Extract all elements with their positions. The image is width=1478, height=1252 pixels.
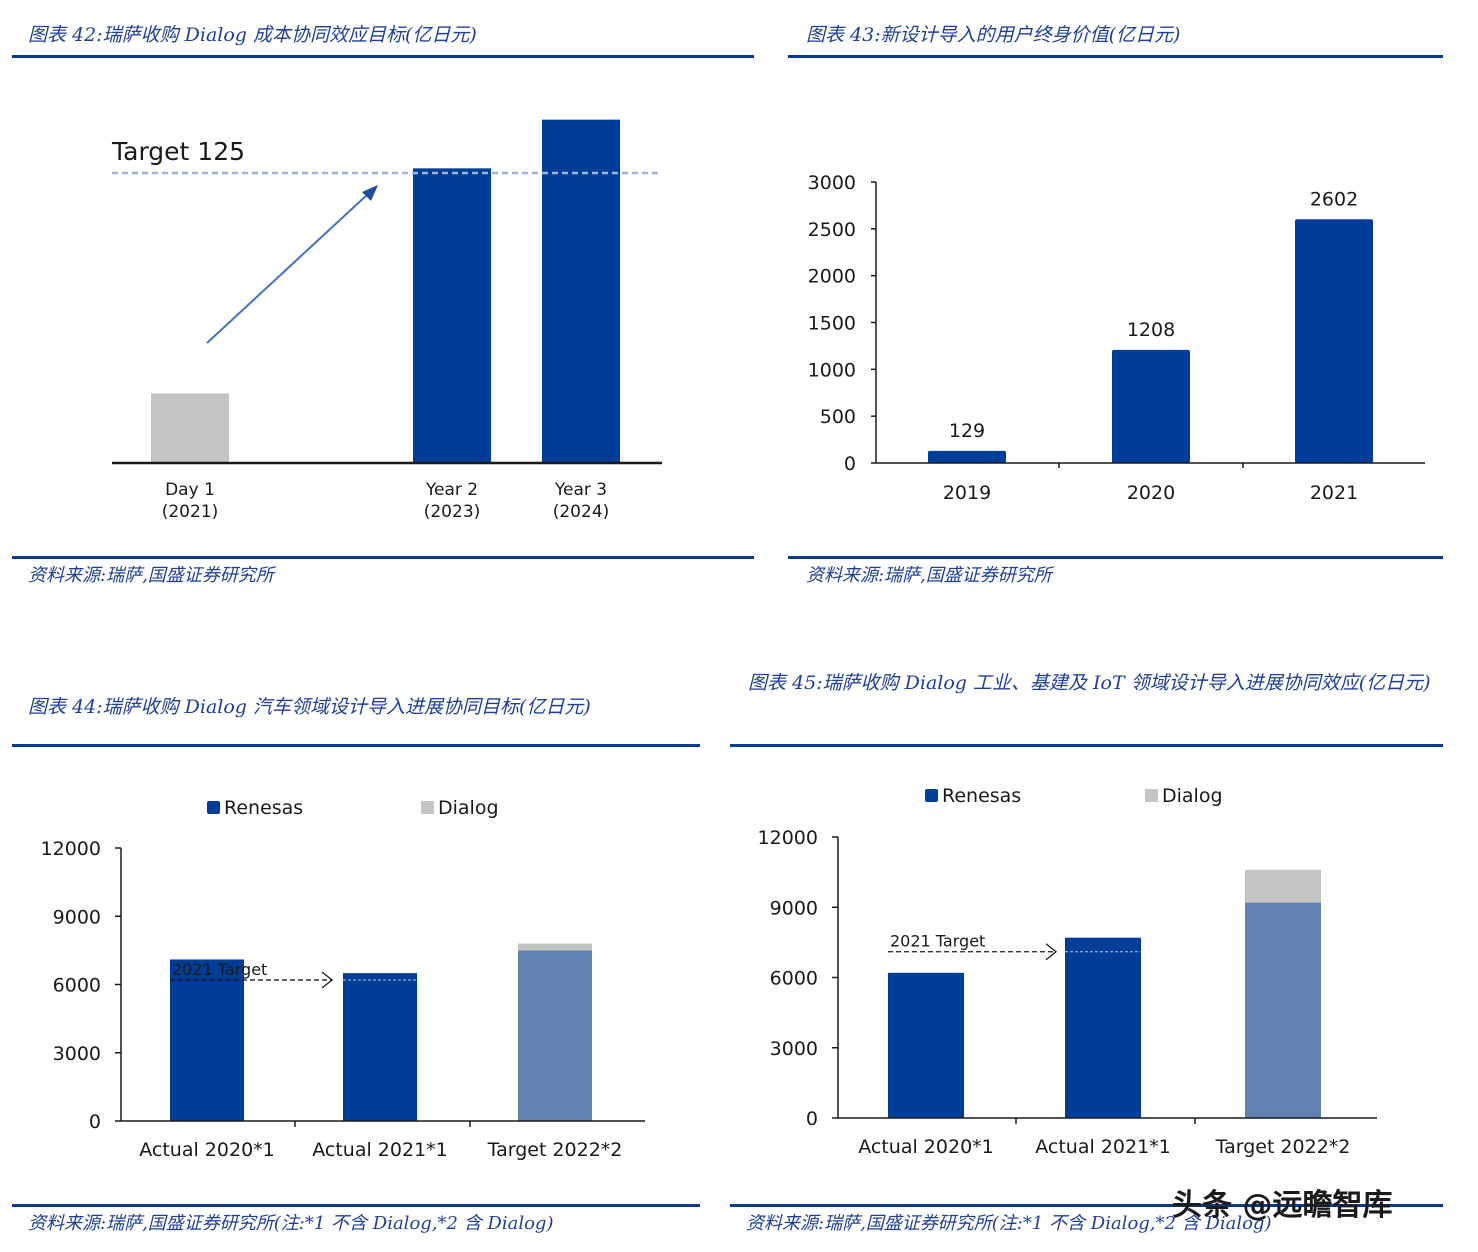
category-label-2019: 2019 xyxy=(943,482,991,504)
chart-43-caption: 图表 43:新设计导入的用户终身价值(亿日元) xyxy=(806,24,1181,46)
y-tick-label-6: 2500 xyxy=(808,219,856,241)
category-label-2: Actual 2021*1 xyxy=(1035,1136,1171,1158)
category-label-2020: 2020 xyxy=(1127,482,1175,504)
category-label-3-1: Year 3 xyxy=(554,480,607,500)
chart-44-bottom-rule xyxy=(12,1204,700,1207)
chart-45-caption: 图表 45:瑞萨收购 Dialog 工业、基建及 IoT 领域设计导入进展协同效… xyxy=(748,672,1431,694)
bar-renesas-3 xyxy=(518,950,592,1121)
target-arrow-head xyxy=(1045,943,1058,961)
legend-label-dialog: Dialog xyxy=(438,797,499,819)
legend-swatch-renesas xyxy=(925,789,938,802)
category-label-2-2: (2023) xyxy=(424,502,481,522)
target-label: Target 125 xyxy=(111,137,245,166)
category-label-3-2: (2024) xyxy=(553,502,610,522)
y-tick-label-3: 6000 xyxy=(53,975,101,997)
y-tick-label-4: 1500 xyxy=(808,313,856,335)
category-label-3: Target 2022*2 xyxy=(487,1139,623,1161)
y-tick-label-7: 3000 xyxy=(808,172,856,194)
chart-42-bottom-rule xyxy=(12,556,754,559)
legend-label-renesas: Renesas xyxy=(224,797,303,819)
category-label-1: Actual 2020*1 xyxy=(858,1136,994,1158)
data-label-2019: 129 xyxy=(949,420,985,442)
bar-renesas-1 xyxy=(170,959,244,1121)
category-label-1-1: Day 1 xyxy=(165,480,215,500)
bar-3 xyxy=(542,119,620,463)
chart-42-source: 资料来源:瑞萨,国盛证券研究所 xyxy=(28,565,274,586)
y-tick-label-1: 0 xyxy=(806,1108,818,1130)
target-label: 2021 Target xyxy=(890,932,985,951)
legend-label-renesas: Renesas xyxy=(942,785,1021,807)
chart-42-caption: 图表 42:瑞萨收购 Dialog 成本协同效应目标(亿日元) xyxy=(28,24,477,46)
bar-renesas-2 xyxy=(343,973,417,1121)
y-tick-label-4: 9000 xyxy=(770,897,818,919)
legend-swatch-dialog xyxy=(421,801,434,814)
y-tick-label-1: 0 xyxy=(844,453,856,475)
bar-renesas-2 xyxy=(1065,937,1141,1118)
bar-2019 xyxy=(928,450,1006,463)
data-label-2021: 2602 xyxy=(1310,188,1358,210)
category-label-2021: 2021 xyxy=(1310,482,1358,504)
bar-2021 xyxy=(1295,219,1373,463)
y-tick-label-2: 3000 xyxy=(53,1043,101,1065)
bar-2020 xyxy=(1112,349,1190,463)
chart-45-bottom-rule xyxy=(730,1204,1443,1207)
chart-44-source: 资料来源:瑞萨,国盛证券研究所(注:*1 不含 Dialog,*2 含 Dial… xyxy=(28,1213,554,1234)
y-tick-label-5: 12000 xyxy=(758,827,818,849)
target-label: 2021 Target xyxy=(172,960,267,979)
bar-1 xyxy=(151,393,229,463)
chart-43-source: 资料来源:瑞萨,国盛证券研究所 xyxy=(806,565,1052,586)
trend-arrow-shaft xyxy=(206,193,369,344)
y-tick-label-5: 12000 xyxy=(41,838,101,860)
target-arrow-head xyxy=(321,971,334,989)
chart-43-bottom-rule xyxy=(788,556,1443,559)
legend-swatch-renesas xyxy=(207,801,220,814)
bar-2 xyxy=(413,168,491,464)
category-label-3: Target 2022*2 xyxy=(1215,1136,1351,1158)
data-label-2020: 1208 xyxy=(1127,319,1175,341)
bar-renesas-1 xyxy=(888,972,964,1118)
legend-label-dialog: Dialog xyxy=(1162,785,1223,807)
trend-arrow-head xyxy=(362,185,378,201)
chart-44-top-rule xyxy=(12,744,700,747)
chart-44-caption: 图表 44:瑞萨收购 Dialog 汽车领域设计导入进展协同目标(亿日元) xyxy=(28,696,591,718)
chart-45-top-rule xyxy=(730,744,1443,747)
chart-42-top-rule xyxy=(12,55,754,58)
category-label-1-2: (2021) xyxy=(162,502,219,522)
y-tick-label-2: 500 xyxy=(820,406,856,428)
bar-dialog-3 xyxy=(1245,869,1321,903)
chart-42-svg: Target 125 Day 1(2021) Year 2(2023) Year 3(… xyxy=(111,119,662,522)
bar-renesas-3 xyxy=(1245,902,1321,1118)
y-tick-label-5: 2000 xyxy=(808,266,856,288)
y-tick-label-4: 9000 xyxy=(53,906,101,928)
y-tick-label-2: 3000 xyxy=(770,1038,818,1060)
chart-45-source: 资料来源:瑞萨,国盛证券研究所(注:*1 不含 Dialog,*2 含 Dial… xyxy=(746,1213,1272,1234)
y-tick-label-3: 1000 xyxy=(808,359,856,381)
category-label-2-1: Year 2 xyxy=(425,480,478,500)
watermark: 头条 @远瞻智库 xyxy=(1172,1188,1393,1223)
legend-swatch-dialog xyxy=(1145,789,1158,802)
category-label-1: Actual 2020*1 xyxy=(139,1139,275,1161)
y-tick-label-3: 6000 xyxy=(770,968,818,990)
bar-dialog-3 xyxy=(518,943,592,951)
chart-43-top-rule xyxy=(788,55,1443,58)
category-label-2: Actual 2021*1 xyxy=(312,1139,448,1161)
chart-43-svg: 0 500 1000 1500 2000 2500 3000 129 2019 1208 2020 2… xyxy=(808,172,1425,504)
chart-44-svg: Renesas Dialog 0 3000 6000 9000 12000 Actual 20… xyxy=(41,797,645,1161)
y-tick-label-1: 0 xyxy=(89,1111,101,1133)
